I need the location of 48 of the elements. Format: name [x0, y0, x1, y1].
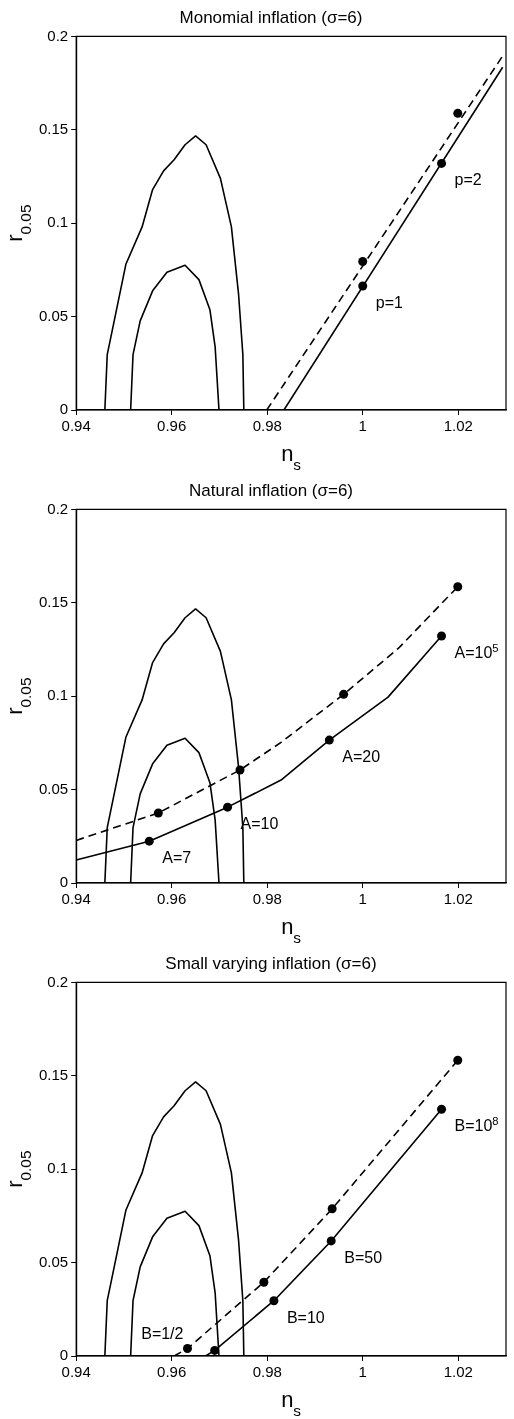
- y-tick-label: 0.2: [47, 26, 69, 44]
- annotation: p=2: [454, 171, 482, 189]
- chart-title: Monomial inflation (σ=6): [179, 7, 363, 27]
- y-tick-label: 0.15: [38, 1065, 69, 1083]
- x-tick-label: 1.02: [443, 890, 473, 908]
- y-axis-title: r0.05: [2, 677, 34, 715]
- y-tick-label: 0.05: [38, 779, 69, 797]
- annotation: A=7: [162, 849, 192, 867]
- y-tick-label: 0.05: [38, 306, 69, 324]
- point: [453, 1055, 463, 1065]
- annotation: B=10: [286, 1308, 325, 1326]
- y-tick-label: 0.15: [38, 592, 69, 610]
- point: [358, 256, 368, 266]
- y-tick-label: 0.15: [38, 119, 69, 137]
- point: [453, 108, 463, 118]
- x-tick-label: 0.98: [252, 1363, 282, 1381]
- y-tick-label: 0.1: [47, 213, 69, 231]
- x-tick-label: 0.96: [157, 1363, 187, 1381]
- y-axis-title: r0.05: [2, 204, 34, 242]
- x-tick-label: 1.02: [443, 1363, 473, 1381]
- y-tick-label: 0: [59, 400, 69, 418]
- point: [453, 582, 463, 592]
- y-axis-title: r0.05: [2, 1150, 34, 1188]
- x-tick-label: 1: [358, 417, 367, 435]
- x-tick-label: 1: [358, 890, 367, 908]
- y-tick-label: 0.2: [47, 972, 69, 990]
- chart-title: Natural inflation (σ=6): [188, 480, 354, 500]
- x-tick-label: 0.98: [252, 890, 282, 908]
- x-tick-label: 0.94: [61, 1363, 91, 1381]
- y-tick-label: 0: [59, 1346, 69, 1364]
- x-tick-label: 0.96: [157, 417, 187, 435]
- y-tick-label: 0.1: [47, 686, 69, 704]
- x-tick-label: 0.94: [61, 890, 91, 908]
- x-tick-label: 0.96: [157, 890, 187, 908]
- x-tick-label: 1: [358, 1363, 367, 1381]
- annotation: B=1/2: [141, 1324, 184, 1342]
- x-tick-label: 0.94: [61, 417, 91, 435]
- y-tick-label: 0.05: [38, 1252, 69, 1270]
- y-tick-label: 0.1: [47, 1159, 69, 1177]
- point: [339, 689, 349, 699]
- y-tick-label: 0: [59, 873, 69, 891]
- annotation: p=1: [375, 293, 403, 311]
- y-tick-label: 0.2: [47, 499, 69, 517]
- chart-title: Small varying inflation (σ=6): [165, 953, 377, 973]
- annotation: A=20: [342, 748, 381, 766]
- x-tick-label: 0.98: [252, 417, 282, 435]
- annotation: B=50: [344, 1248, 383, 1266]
- x-tick-label: 1.02: [443, 417, 473, 435]
